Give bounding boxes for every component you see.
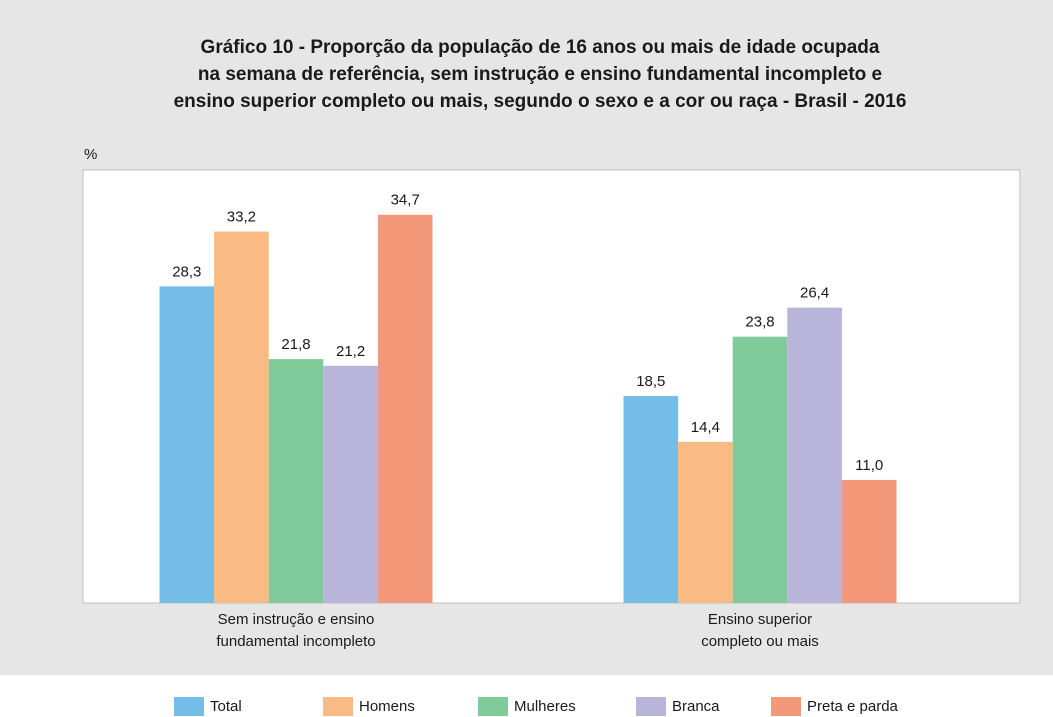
x-tick-label: Sem instrução e ensino [218, 611, 375, 628]
legend-swatch [771, 697, 801, 716]
data-label: 11,0 [855, 457, 883, 474]
x-tick-label: Ensino superior [708, 611, 812, 628]
legend-label: Total [210, 698, 242, 715]
data-label: 18,5 [636, 373, 665, 390]
legend-swatch [478, 697, 508, 716]
bar [732, 336, 788, 603]
data-label: 26,4 [800, 285, 829, 302]
chart-title: na semana de referência, sem instrução e… [198, 64, 882, 85]
legend-swatch [323, 697, 353, 716]
bar [678, 441, 733, 603]
bar [787, 307, 842, 603]
data-label: 21,2 [336, 343, 365, 360]
data-label: 23,8 [745, 314, 774, 331]
bar [268, 359, 324, 603]
bar [323, 365, 378, 603]
legend-label: Preta e parda [807, 698, 899, 715]
x-tick-label: completo ou mais [701, 633, 819, 650]
data-label: 28,3 [172, 263, 201, 280]
bar [214, 231, 269, 603]
bar [377, 214, 433, 603]
legend-label: Homens [359, 698, 415, 715]
y-axis-label: % [84, 146, 97, 163]
legend-swatch [636, 697, 666, 716]
data-label: 33,2 [227, 209, 256, 226]
legend-label: Mulheres [514, 698, 576, 715]
bar [841, 479, 897, 603]
data-label: 14,4 [691, 419, 720, 436]
bar [623, 396, 679, 603]
data-label: 34,7 [391, 192, 420, 209]
x-tick-label: fundamental incompleto [216, 633, 375, 650]
legend-label: Branca [672, 698, 720, 715]
chart-title: Gráfico 10 - Proporção da população de 1… [201, 37, 880, 58]
chart-title: ensino superior completo ou mais, segund… [174, 91, 907, 112]
bar [159, 286, 215, 603]
legend-swatch [174, 697, 204, 716]
data-label: 21,8 [281, 336, 310, 353]
